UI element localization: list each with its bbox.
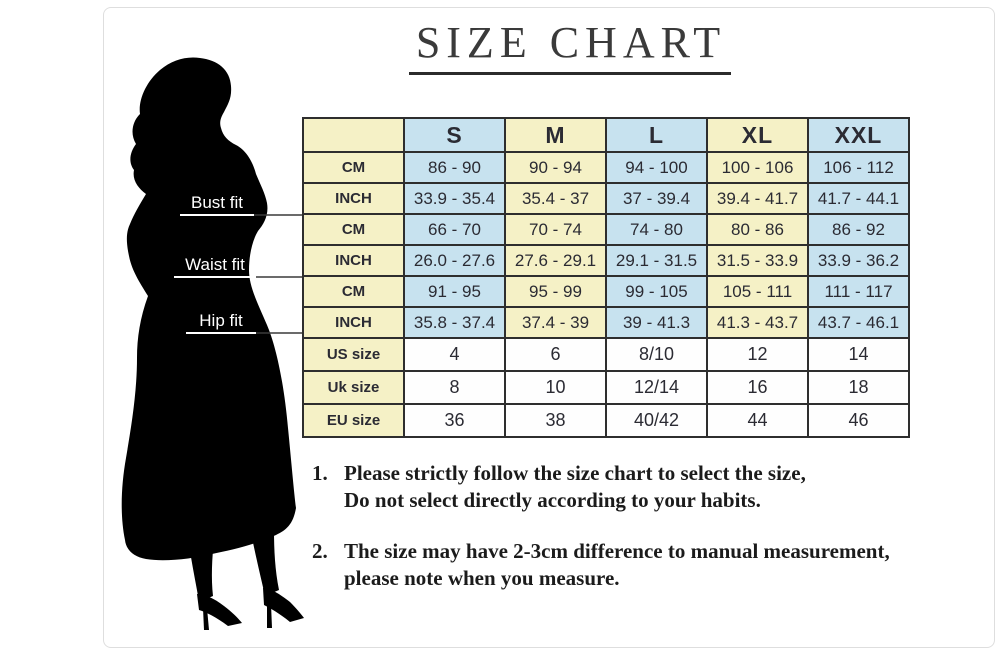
note-number: 1. <box>312 461 328 485</box>
us-size-row: US size 4 6 8/10 12 14 <box>302 337 910 372</box>
waist-inch-row: INCH 26.0 - 27.6 27.6 - 29.1 29.1 - 31.5… <box>302 244 910 277</box>
size-column-header: L <box>605 117 708 153</box>
size-cell: 94 - 100 <box>605 151 708 184</box>
size-cell: 14 <box>807 337 910 372</box>
size-table: S M L XL XXL CM 86 - 90 90 - 94 94 - 100… <box>302 117 910 438</box>
size-cell: 80 - 86 <box>706 213 809 246</box>
hip-fit-label: Hip fit <box>199 311 243 330</box>
row-label: EU size <box>302 403 405 438</box>
size-column-header: S <box>403 117 506 153</box>
size-table-header-row: S M L XL XXL <box>302 117 910 153</box>
size-cell: 46 <box>807 403 910 438</box>
size-cell: 95 - 99 <box>504 275 607 308</box>
size-cell: 106 - 112 <box>807 151 910 184</box>
size-cell: 33.9 - 36.2 <box>807 244 910 277</box>
size-cell: 38 <box>504 403 607 438</box>
left-heel-spike <box>203 608 209 630</box>
note-line: please note when you measure. <box>344 566 620 590</box>
size-cell: 100 - 106 <box>706 151 809 184</box>
size-cell: 12 <box>706 337 809 372</box>
row-label: INCH <box>302 182 405 215</box>
hip-cm-row: CM 91 - 95 95 - 99 99 - 105 105 - 111 11… <box>302 275 910 308</box>
bust-cm-row: CM 86 - 90 90 - 94 94 - 100 100 - 106 10… <box>302 151 910 184</box>
size-cell: 86 - 92 <box>807 213 910 246</box>
note-line: Do not select directly according to your… <box>344 488 761 512</box>
size-cell: 29.1 - 31.5 <box>605 244 708 277</box>
waist-fit-label: Waist fit <box>185 255 245 274</box>
size-cell: 91 - 95 <box>403 275 506 308</box>
size-cell: 12/14 <box>605 370 708 405</box>
size-cell: 90 - 94 <box>504 151 607 184</box>
size-cell: 70 - 74 <box>504 213 607 246</box>
size-cell: 36 <box>403 403 506 438</box>
size-cell: 99 - 105 <box>605 275 708 308</box>
right-heel-spike <box>267 603 272 628</box>
size-cell: 105 - 111 <box>706 275 809 308</box>
note-2: 2. The size may have 2-3cm difference to… <box>312 538 984 592</box>
uk-size-row: Uk size 8 10 12/14 16 18 <box>302 370 910 405</box>
note-number: 2. <box>312 539 328 563</box>
size-cell: 31.5 - 33.9 <box>706 244 809 277</box>
size-cell: 18 <box>807 370 910 405</box>
row-label: CM <box>302 213 405 246</box>
size-cell: 10 <box>504 370 607 405</box>
hip-inch-row: INCH 35.8 - 37.4 37.4 - 39 39 - 41.3 41.… <box>302 306 910 339</box>
size-cell: 27.6 - 29.1 <box>504 244 607 277</box>
page-title: SIZE CHART <box>415 18 727 67</box>
right-shoe-silhouette <box>263 588 304 622</box>
bust-fit-label: Bust fit <box>191 193 243 212</box>
note-1: 1. Please strictly follow the size chart… <box>312 460 984 514</box>
size-cell: 41.3 - 43.7 <box>706 306 809 339</box>
woman-silhouette <box>121 57 297 561</box>
size-column-header: XL <box>706 117 809 153</box>
bust-inch-row: INCH 33.9 - 35.4 35.4 - 37 37 - 39.4 39.… <box>302 182 910 215</box>
size-cell: 40/42 <box>605 403 708 438</box>
notes: 1. Please strictly follow the size chart… <box>312 460 984 592</box>
note-text: The size may have 2-3cm difference to ma… <box>344 538 984 592</box>
note-text: Please strictly follow the size chart to… <box>344 460 984 514</box>
corner-cell <box>302 117 405 153</box>
size-cell: 37.4 - 39 <box>504 306 607 339</box>
waist-cm-row: CM 66 - 70 70 - 74 74 - 80 80 - 86 86 - … <box>302 213 910 246</box>
size-cell: 39.4 - 41.7 <box>706 182 809 215</box>
size-cell: 26.0 - 27.6 <box>403 244 506 277</box>
size-cell: 6 <box>504 337 607 372</box>
row-label: INCH <box>302 244 405 277</box>
note-line: The size may have 2-3cm difference to ma… <box>344 539 890 563</box>
left-shoe-silhouette <box>197 594 242 626</box>
size-column-header: M <box>504 117 607 153</box>
size-cell: 44 <box>706 403 809 438</box>
size-cell: 33.9 - 35.4 <box>403 182 506 215</box>
size-cell: 41.7 - 44.1 <box>807 182 910 215</box>
size-cell: 74 - 80 <box>605 213 708 246</box>
size-cell: 111 - 117 <box>807 275 910 308</box>
image-border-frame <box>103 7 995 648</box>
size-column-header: XXL <box>807 117 910 153</box>
size-cell: 4 <box>403 337 506 372</box>
size-cell: 43.7 - 46.1 <box>807 306 910 339</box>
size-cell: 16 <box>706 370 809 405</box>
size-cell: 39 - 41.3 <box>605 306 708 339</box>
title-underline <box>409 72 731 75</box>
size-cell: 8/10 <box>605 337 708 372</box>
size-cell: 8 <box>403 370 506 405</box>
row-label: CM <box>302 151 405 184</box>
row-label: Uk size <box>302 370 405 405</box>
woman-silhouette-figure: Bust fit Waist fit Hip fit <box>121 57 304 630</box>
eu-size-row: EU size 36 38 40/42 44 46 <box>302 403 910 438</box>
right-leg-silhouette <box>250 528 279 596</box>
size-cell: 35.8 - 37.4 <box>403 306 506 339</box>
note-line: Please strictly follow the size chart to… <box>344 461 806 485</box>
row-label: CM <box>302 275 405 308</box>
size-cell: 86 - 90 <box>403 151 506 184</box>
size-cell: 35.4 - 37 <box>504 182 607 215</box>
row-label: INCH <box>302 306 405 339</box>
row-label: US size <box>302 337 405 372</box>
size-cell: 66 - 70 <box>403 213 506 246</box>
size-cell: 37 - 39.4 <box>605 182 708 215</box>
